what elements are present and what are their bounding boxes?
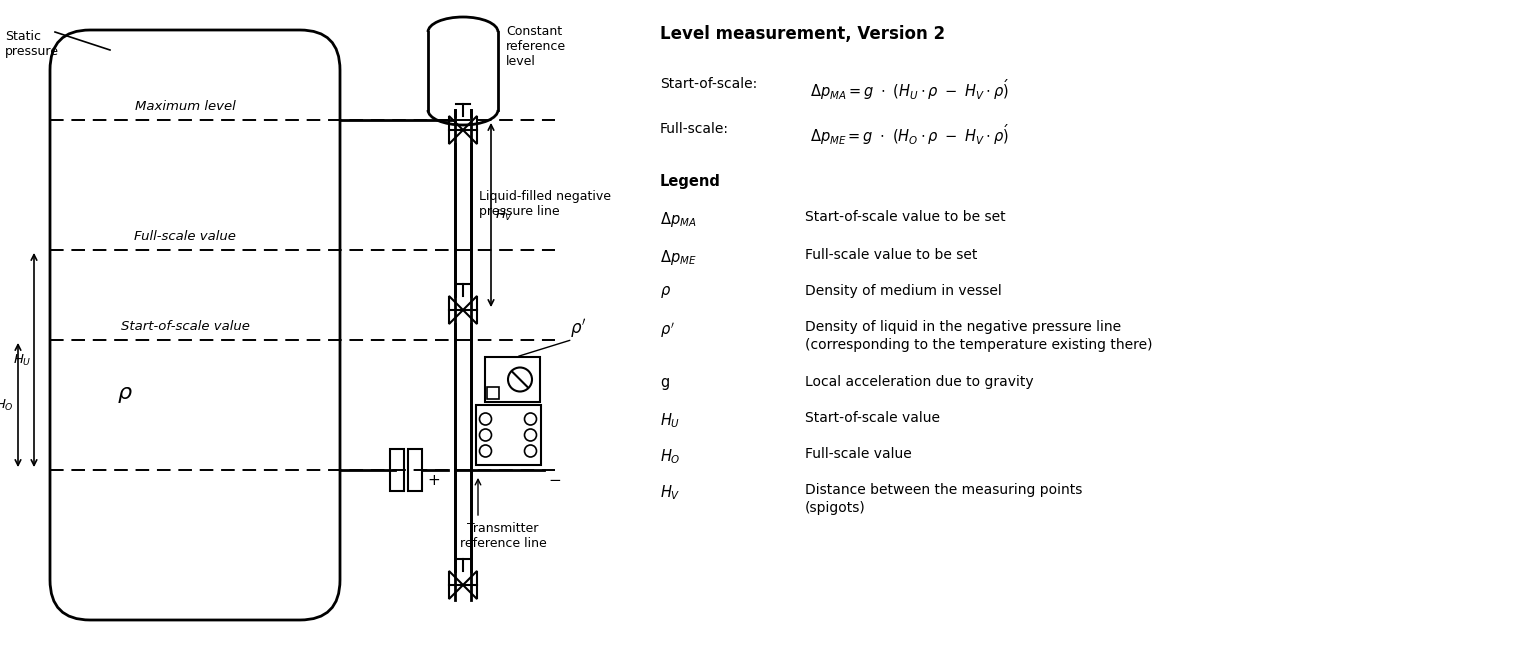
Text: Transmitter
reference line: Transmitter reference line: [459, 522, 547, 550]
Text: Static
pressure: Static pressure: [5, 30, 59, 58]
Text: Density of liquid in the negative pressure line
(corresponding to the temperatur: Density of liquid in the negative pressu…: [804, 320, 1153, 352]
Text: Full-scale value: Full-scale value: [133, 230, 236, 243]
Text: $\Delta p_{ME}$: $\Delta p_{ME}$: [661, 248, 697, 267]
Text: $\rho'$: $\rho'$: [571, 317, 586, 339]
Bar: [476, 405, 541, 465]
Bar: [389, 449, 405, 491]
Text: Full-scale value: Full-scale value: [804, 447, 912, 461]
Text: Local acceleration due to gravity: Local acceleration due to gravity: [804, 375, 1033, 389]
Text: Start-of-scale value to be set: Start-of-scale value to be set: [804, 210, 1006, 224]
Text: Start-of-scale value: Start-of-scale value: [804, 411, 939, 425]
Text: $H_V$: $H_V$: [661, 483, 680, 502]
Text: Constant
reference
level: Constant reference level: [506, 25, 567, 68]
Text: +: +: [427, 473, 441, 488]
Text: Maximum level: Maximum level: [135, 100, 235, 113]
Bar: [486, 387, 498, 399]
Text: Start-of-scale:: Start-of-scale:: [661, 77, 758, 91]
Text: −: −: [548, 473, 561, 488]
Text: Density of medium in vessel: Density of medium in vessel: [804, 284, 1001, 298]
Text: $H_O$: $H_O$: [0, 397, 14, 413]
Text: Distance between the measuring points
(spigots): Distance between the measuring points (s…: [804, 483, 1082, 515]
Bar: [408, 449, 423, 491]
Text: Liquid-filled negative
pressure line: Liquid-filled negative pressure line: [479, 190, 611, 218]
Text: $\Delta p_{ME} = g\ \cdot\ (H_O \cdot \rho\ -\ H_V \cdot \rho\')$: $\Delta p_{ME} = g\ \cdot\ (H_O \cdot \r…: [811, 122, 1009, 147]
Text: $\rho$: $\rho$: [117, 385, 133, 405]
Text: $\Delta p_{MA} = g\ \cdot\ (H_U \cdot \rho\ -\ H_V \cdot \rho\')$: $\Delta p_{MA} = g\ \cdot\ (H_U \cdot \r…: [811, 77, 1009, 102]
Text: Start-of-scale value: Start-of-scale value: [121, 320, 250, 333]
Bar: [485, 357, 539, 402]
Text: $H_U$: $H_U$: [14, 352, 32, 367]
Text: g: g: [661, 375, 670, 390]
Text: $\Delta p_{MA}$: $\Delta p_{MA}$: [661, 210, 697, 229]
Text: $\rho'$: $\rho'$: [661, 320, 674, 339]
Text: $H_O$: $H_O$: [661, 447, 680, 465]
Text: Level measurement, Version 2: Level measurement, Version 2: [661, 25, 945, 43]
Text: $H_V$: $H_V$: [495, 207, 514, 222]
Text: Full-scale:: Full-scale:: [661, 122, 729, 136]
Text: Legend: Legend: [661, 174, 721, 189]
Text: Full-scale value to be set: Full-scale value to be set: [804, 248, 977, 262]
Text: $\rho$: $\rho$: [661, 284, 671, 300]
Text: $H_U$: $H_U$: [661, 411, 680, 430]
